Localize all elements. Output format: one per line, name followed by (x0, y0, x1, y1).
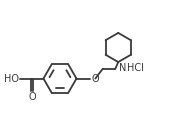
Text: N: N (119, 63, 126, 73)
Text: O: O (91, 74, 99, 84)
Text: O: O (29, 92, 36, 102)
Text: HCl: HCl (127, 63, 144, 73)
Text: HO: HO (4, 74, 19, 84)
